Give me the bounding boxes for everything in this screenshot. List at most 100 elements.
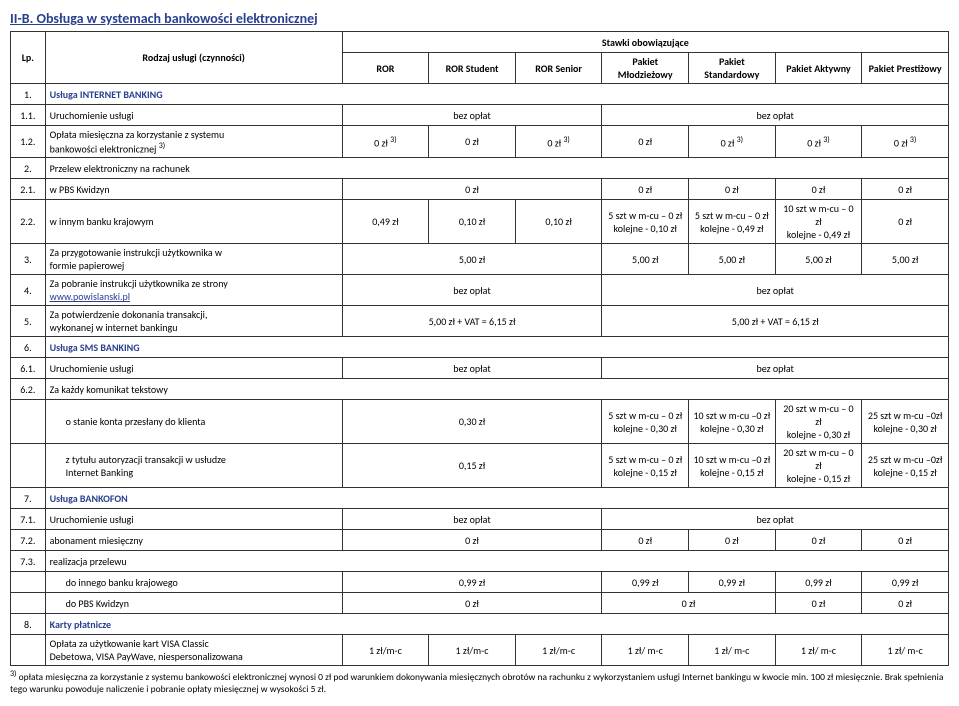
- lp: 6.1.: [11, 358, 46, 379]
- lp: 6.: [11, 337, 46, 358]
- val: 0 zł: [862, 200, 949, 244]
- table-row: 4. Za pobranie instrukcji użytkownika ze…: [11, 275, 949, 306]
- service-row: 6. Usługa SMS BANKING: [11, 337, 949, 358]
- th-col: ROR: [342, 53, 429, 84]
- service-row: 1. Usługa INTERNET BANKING: [11, 84, 949, 105]
- val: 1 zł/ m-c: [602, 635, 689, 666]
- name: Za każdy komunikat tekstowy: [45, 379, 948, 400]
- name: realizacja przelewu: [45, 551, 948, 572]
- val: 0,30 zł: [342, 400, 602, 444]
- name: Za pobranie instrukcji użytkownika ze st…: [45, 275, 342, 306]
- lp: 3.: [11, 244, 46, 275]
- link[interactable]: www.powislanski.pl: [50, 290, 130, 303]
- val: bez opłat: [342, 358, 602, 379]
- th-name: Rodzaj usługi (czynności): [45, 32, 342, 84]
- service-title: Usługa BANKOFON: [45, 488, 948, 509]
- val: 0 zł: [775, 593, 862, 614]
- lp: [11, 635, 46, 666]
- val: 0 zł 3): [862, 126, 949, 158]
- val: 0 zł: [342, 530, 602, 551]
- name: abonament miesięczny: [45, 530, 342, 551]
- th-col: Pakiet Prestiżowy: [862, 53, 949, 84]
- val: 0 zł 3): [775, 126, 862, 158]
- lp: 2.2.: [11, 200, 46, 244]
- val: 0,99 zł: [602, 572, 689, 593]
- name: z tytułu autoryzacji transakcji w usłudz…: [45, 444, 342, 488]
- lp: 2.: [11, 158, 46, 179]
- lp: 2.1.: [11, 179, 46, 200]
- name: Za przygotowanie instrukcji użytkownika …: [45, 244, 342, 275]
- lp: 1.1.: [11, 105, 46, 126]
- val: 5 szt w m-cu – 0 złkolejne - 0,15 zł: [602, 444, 689, 488]
- th-col: ROR Senior: [515, 53, 602, 84]
- table-row: o stanie konta przesłany do klienta 0,30…: [11, 400, 949, 444]
- val: 0 zł: [862, 179, 949, 200]
- lp: 7.1.: [11, 509, 46, 530]
- val: 0 zł 3): [342, 126, 429, 158]
- th-col: Pakiet Standardowy: [689, 53, 776, 84]
- val: 0 zł: [602, 530, 689, 551]
- table-row: do PBS Kwidzyn 0 zł 0 zł 0 zł 0 zł: [11, 593, 949, 614]
- table-row: 1.1. Uruchomienie usługi bez opłat bez o…: [11, 105, 949, 126]
- th-lp: Lp.: [11, 32, 46, 84]
- val: bez opłat: [342, 275, 602, 306]
- val: 0,99 zł: [775, 572, 862, 593]
- lp: 7.2.: [11, 530, 46, 551]
- table-row: 1.2. Opłata miesięczna za korzystanie z …: [11, 126, 949, 158]
- val: 5,00 zł: [342, 244, 602, 275]
- lp: 1.2.: [11, 126, 46, 158]
- table-row: z tytułu autoryzacji transakcji w usłudz…: [11, 444, 949, 488]
- val: 0,99 zł: [689, 572, 776, 593]
- val: 0 zł: [862, 530, 949, 551]
- table-row: 6.1. Uruchomienie usługi bez opłat bez o…: [11, 358, 949, 379]
- name: Uruchomienie usługi: [45, 105, 342, 126]
- val: 0,10 zł: [429, 200, 516, 244]
- lp: 7.: [11, 488, 46, 509]
- table-row: 2.2. w innym banku krajowym 0,49 zł 0,10…: [11, 200, 949, 244]
- val: 25 szt w m-cu –0złkolejne - 0,15 zł: [862, 444, 949, 488]
- lp: [11, 400, 46, 444]
- val: 0 zł 3): [515, 126, 602, 158]
- lp: 7.3.: [11, 551, 46, 572]
- service-row: 8. Karty płatnicze: [11, 614, 949, 635]
- name: do PBS Kwidzyn: [45, 593, 342, 614]
- val: 0,99 zł: [862, 572, 949, 593]
- val: bez opłat: [602, 509, 949, 530]
- val: 0 zł: [775, 179, 862, 200]
- val: 0,10 zł: [515, 200, 602, 244]
- val: 20 szt w m-cu – 0 złkolejne - 0,15 zł: [775, 444, 862, 488]
- table-row: do innego banku krajowego 0,99 zł 0,99 z…: [11, 572, 949, 593]
- val: 1 zł/m-c: [429, 635, 516, 666]
- name: Uruchomienie usługi: [45, 358, 342, 379]
- val: 5 szt w m-cu – 0 złkolejne - 0,10 zł: [602, 200, 689, 244]
- table-row: 2. Przelew elektroniczny na rachunek: [11, 158, 949, 179]
- section-title: II-B. Obsługa w systemach bankowości ele…: [10, 10, 949, 27]
- val: 1 zł/ m-c: [775, 635, 862, 666]
- val: 1 zł/m-c: [515, 635, 602, 666]
- val: 0 zł: [342, 593, 602, 614]
- name: do innego banku krajowego: [45, 572, 342, 593]
- service-title: Usługa SMS BANKING: [45, 337, 948, 358]
- val: 0 zł: [689, 179, 776, 200]
- th-stawki: Stawki obowiązujące: [342, 32, 948, 53]
- name: Opłata za użytkowanie kart VISA ClassicD…: [45, 635, 342, 666]
- name: Przelew elektroniczny na rachunek: [45, 158, 948, 179]
- val: 20 szt w m-cu – 0 złkolejne - 0,30 zł: [775, 400, 862, 444]
- table-row: 7.1. Uruchomienie usługi bez opłat bez o…: [11, 509, 949, 530]
- val: 5,00 zł: [602, 244, 689, 275]
- lp: 4.: [11, 275, 46, 306]
- service-title: Karty płatnicze: [45, 614, 948, 635]
- val: 0 zł: [342, 179, 602, 200]
- service-title: Usługa INTERNET BANKING: [45, 84, 948, 105]
- val: 1 zł/ m-c: [689, 635, 776, 666]
- lp: 8.: [11, 614, 46, 635]
- name: Opłata miesięczna za korzystanie z syste…: [45, 126, 342, 158]
- val: bez opłat: [602, 275, 949, 306]
- lp: 5.: [11, 306, 46, 337]
- lp: [11, 593, 46, 614]
- footnote: 3) opłata miesięczna za korzystanie z sy…: [10, 669, 949, 696]
- val: 0 zł: [602, 179, 689, 200]
- val: 0,99 zł: [342, 572, 602, 593]
- name: w PBS Kwidzyn: [45, 179, 342, 200]
- name: w innym banku krajowym: [45, 200, 342, 244]
